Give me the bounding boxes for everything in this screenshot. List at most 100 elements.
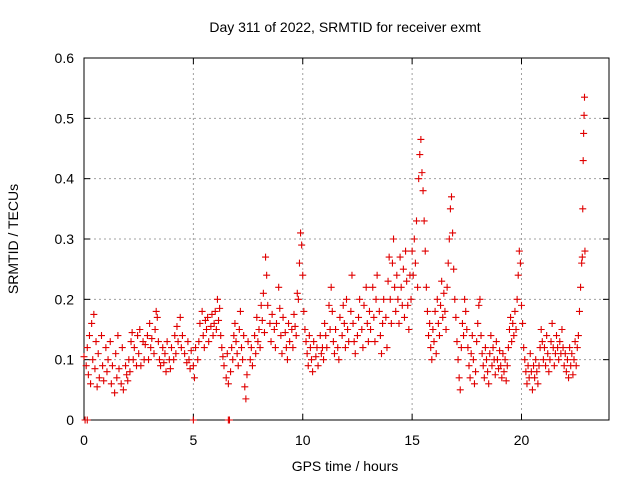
data-point: [111, 389, 119, 397]
data-point: [378, 350, 385, 358]
data-point: [172, 350, 180, 358]
data-point: [302, 338, 310, 346]
data-point: [491, 371, 499, 379]
data-point: [285, 319, 293, 327]
data-point: [335, 356, 343, 364]
data-point: [504, 344, 512, 352]
data-point: [260, 329, 268, 337]
data-point: [514, 271, 522, 279]
data-point: [321, 319, 329, 327]
data-point: [581, 93, 588, 101]
data-point: [417, 135, 425, 143]
data-point: [395, 319, 403, 327]
data-point: [453, 338, 461, 346]
data-point: [168, 344, 175, 352]
data-point: [365, 307, 373, 315]
data-point: [538, 338, 546, 346]
data-point: [358, 326, 366, 333]
data-point: [500, 368, 508, 376]
data-point: [370, 313, 378, 321]
data-point: [397, 283, 405, 291]
data-point: [155, 356, 163, 364]
data-point: [181, 350, 189, 358]
data-point: [423, 307, 431, 315]
data-point: [532, 356, 540, 364]
data-point: [473, 338, 481, 346]
data-point: [364, 338, 372, 346]
data-point: [203, 326, 210, 333]
data-point: [553, 332, 560, 340]
data-point: [468, 332, 476, 340]
data-point: [148, 335, 156, 343]
data-point: [277, 332, 285, 340]
data-point: [476, 295, 484, 303]
data-point: [356, 295, 364, 303]
data-point: [435, 332, 443, 340]
data-point: [320, 356, 328, 364]
data-point: [465, 362, 473, 370]
data-point: [210, 319, 218, 327]
data-point: [439, 313, 447, 321]
data-point: [152, 307, 160, 315]
data-point: [510, 332, 518, 340]
data-point: [312, 353, 320, 361]
data-point: [577, 283, 585, 291]
data-point: [117, 380, 125, 388]
data-point: [484, 368, 492, 376]
data-point: [294, 295, 302, 303]
data-point: [433, 295, 441, 303]
data-point: [190, 374, 198, 382]
data-point: [123, 371, 131, 379]
data-point: [268, 310, 276, 318]
data-point: [483, 356, 490, 364]
data-point: [323, 344, 331, 352]
data-point: [386, 295, 394, 303]
data-point: [498, 374, 506, 382]
data-point: [100, 377, 108, 385]
data-point: [322, 332, 330, 340]
data-point: [426, 319, 434, 327]
data-point: [372, 295, 380, 303]
data-point: [392, 307, 400, 315]
data-point: [194, 356, 202, 364]
data-point: [572, 362, 580, 370]
data-point: [104, 356, 112, 364]
data-point: [135, 350, 143, 358]
y-tick-label: 0: [66, 412, 74, 428]
data-point: [327, 283, 335, 291]
data-point: [192, 344, 200, 352]
data-point: [229, 356, 237, 364]
data-point: [403, 277, 411, 285]
data-point: [414, 283, 422, 291]
y-tick-label: 0.4: [55, 171, 75, 187]
data-point: [240, 332, 248, 340]
data-point: [440, 289, 448, 297]
chart-title: Day 311 of 2022, SRMTID for receiver exm…: [209, 19, 480, 35]
data-point: [98, 332, 105, 340]
data-point: [195, 338, 203, 346]
data-point: [309, 368, 317, 376]
axes: [83, 57, 610, 421]
data-point: [388, 259, 396, 267]
data-point: [290, 310, 298, 318]
x-axis-label: GPS time / hours: [292, 458, 399, 474]
data-point: [178, 332, 186, 340]
data-point: [262, 253, 270, 261]
data-point: [420, 217, 428, 225]
data-point: [236, 307, 244, 315]
data-point: [367, 326, 375, 333]
data-point: [493, 356, 501, 364]
data-point: [93, 383, 101, 391]
data-point: [267, 338, 275, 346]
data-point: [375, 307, 383, 315]
data-point: [369, 283, 377, 291]
data-point: [310, 338, 318, 346]
data-point: [153, 313, 161, 321]
y-axis-label: SRMTID / TECUs: [5, 184, 21, 294]
data-point: [127, 338, 135, 346]
data-point: [555, 356, 563, 364]
data-point: [373, 271, 381, 279]
data-point: [520, 344, 528, 352]
data-point: [451, 295, 459, 303]
